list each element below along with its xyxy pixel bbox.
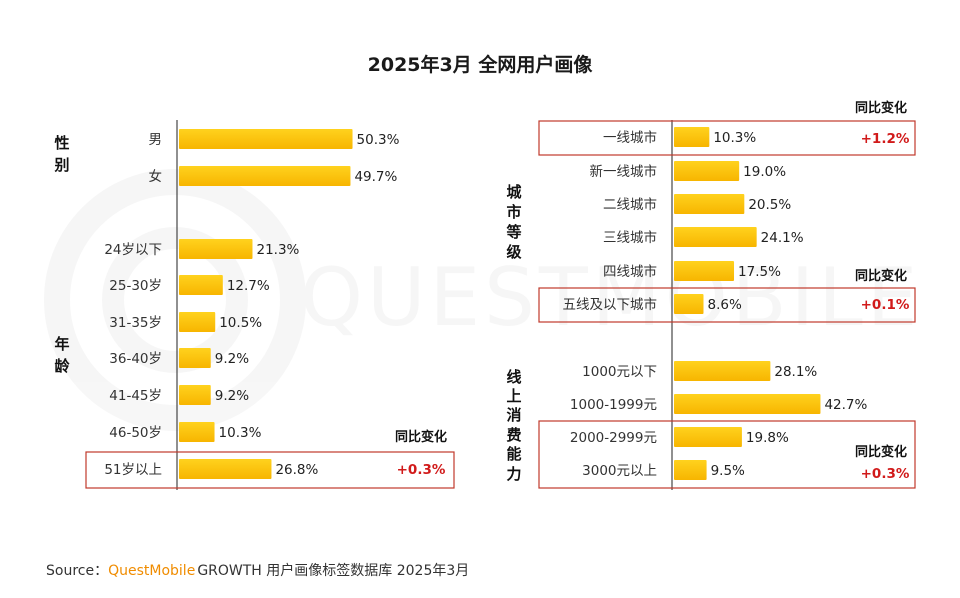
group-label-char: 级 xyxy=(506,243,522,261)
bar xyxy=(674,427,742,447)
group-label-char: 费 xyxy=(506,426,521,444)
source-rest: GROWTH 用户画像标签数据库 2025年3月 xyxy=(197,562,469,579)
value-label: 42.7% xyxy=(824,397,867,413)
bar xyxy=(179,422,215,442)
value-label: 19.8% xyxy=(746,430,789,446)
bar xyxy=(179,239,253,259)
value-label: 21.3% xyxy=(256,242,299,258)
bar xyxy=(674,194,745,214)
category-label: 51岁以上 xyxy=(104,462,162,478)
value-label: 24.1% xyxy=(761,230,804,246)
category-label: 2000-2999元 xyxy=(570,430,657,446)
group-label-char: 消 xyxy=(506,406,521,424)
category-label: 24岁以下 xyxy=(104,242,162,258)
category-label: 46-50岁 xyxy=(109,425,162,441)
yoy-header: 同比变化 xyxy=(855,444,907,460)
yoy-header: 同比变化 xyxy=(395,429,447,445)
category-label: 四线城市 xyxy=(603,263,657,280)
value-label: 19.0% xyxy=(743,164,786,180)
group-label-char: 龄 xyxy=(54,357,70,375)
source-prefix: Source： xyxy=(46,563,108,579)
yoy-change-value: +0.3% xyxy=(397,462,446,478)
category-label: 新一线城市 xyxy=(590,163,658,180)
watermark: QUESTMOBILE xyxy=(44,169,921,431)
group-label-char: 能 xyxy=(506,445,521,463)
category-label: 41-45岁 xyxy=(109,388,162,404)
source-brand: QuestMobile xyxy=(108,563,195,579)
value-label: 17.5% xyxy=(738,264,781,280)
group-label-char: 年 xyxy=(54,335,69,353)
yoy-change-value: +0.3% xyxy=(861,466,910,482)
bar xyxy=(674,127,710,147)
category-label: 1000元以下 xyxy=(582,364,657,380)
category-label: 三线城市 xyxy=(603,229,657,246)
yoy-header: 同比变化 xyxy=(855,100,907,116)
yoy-header: 同比变化 xyxy=(855,268,907,284)
left-panel: 性别 男 50.3% 女 49.7% 年龄 24岁以下 21.3% 25-30岁 12.7% 31-… xyxy=(53,120,455,490)
category-label: 五线及以下城市 xyxy=(563,296,658,313)
bar xyxy=(674,294,704,314)
highlight-box xyxy=(538,120,916,156)
value-label: 49.7% xyxy=(354,169,397,185)
category-label: 25-30岁 xyxy=(109,278,162,294)
value-label: 9.2% xyxy=(215,388,249,404)
highlight-box xyxy=(85,451,455,489)
group-label-char: 线 xyxy=(506,368,521,386)
yoy-change-value: +0.1% xyxy=(861,297,910,313)
highlight-box xyxy=(538,287,916,323)
value-label: 20.5% xyxy=(748,197,791,213)
value-label: 10.3% xyxy=(713,130,756,146)
bar xyxy=(674,161,740,181)
bar xyxy=(179,275,223,295)
bar xyxy=(179,348,211,368)
category-label: 31-35岁 xyxy=(109,315,162,331)
value-label: 9.2% xyxy=(215,351,249,367)
bar xyxy=(179,166,351,186)
value-label: 10.3% xyxy=(219,425,262,441)
bar xyxy=(674,460,707,480)
value-label: 10.5% xyxy=(219,315,262,331)
value-label: 50.3% xyxy=(357,132,400,148)
group-label-char: 等 xyxy=(506,223,521,241)
category-label: 二线城市 xyxy=(603,196,657,213)
bar xyxy=(179,129,353,149)
bar xyxy=(674,227,757,247)
bar xyxy=(674,394,821,414)
bar xyxy=(179,385,211,405)
category-label: 1000-1999元 xyxy=(570,397,657,413)
value-label: 28.1% xyxy=(774,364,817,380)
category-label: 男 xyxy=(149,132,163,148)
value-label: 9.5% xyxy=(711,463,745,479)
highlight-box xyxy=(538,420,916,489)
chart-title: 2025年3月 全网用户画像 xyxy=(368,53,594,76)
bar xyxy=(179,459,272,479)
group-label-char: 市 xyxy=(506,203,521,221)
group-label-char: 别 xyxy=(53,156,69,174)
value-label: 26.8% xyxy=(275,462,318,478)
source-line: Source：QuestMobile GROWTH 用户画像标签数据库 2025年… xyxy=(46,562,469,579)
bar xyxy=(179,312,216,332)
category-label: 3000元以上 xyxy=(582,463,657,479)
group-label-char: 力 xyxy=(506,465,521,483)
category-label: 一线城市 xyxy=(603,129,657,146)
category-label: 36-40岁 xyxy=(109,351,162,367)
bar xyxy=(674,261,735,281)
category-label: 女 xyxy=(149,168,163,185)
group-label-char: 城 xyxy=(506,183,521,201)
group-label-char: 上 xyxy=(506,387,521,405)
watermark-text: QUESTMOBILE xyxy=(300,251,921,344)
bar xyxy=(674,361,771,381)
value-label: 8.6% xyxy=(707,297,741,313)
group-label-char: 性 xyxy=(54,134,69,152)
value-label: 12.7% xyxy=(227,278,270,294)
yoy-change-value: +1.2% xyxy=(861,131,910,147)
